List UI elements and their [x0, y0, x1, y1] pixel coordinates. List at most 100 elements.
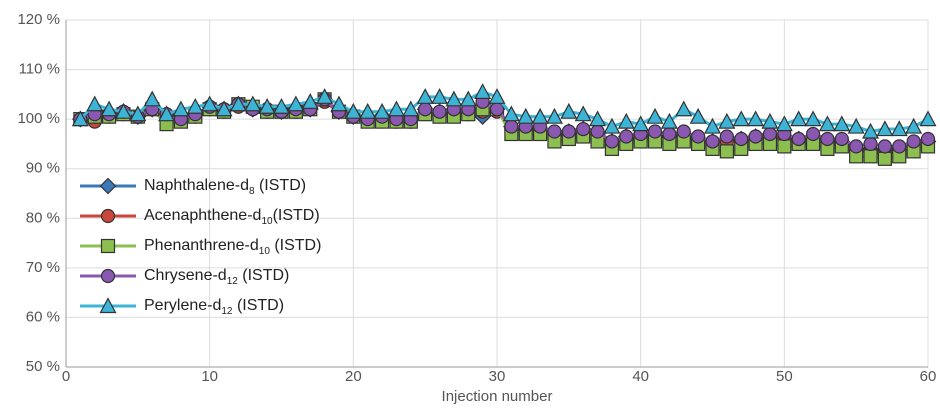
marker	[158, 105, 176, 122]
marker	[919, 110, 937, 127]
marker	[316, 88, 334, 104]
marker	[330, 95, 348, 112]
marker	[718, 112, 736, 129]
x-tick-label: 30	[489, 368, 506, 385]
marker	[790, 110, 808, 127]
marker	[186, 97, 204, 114]
marker	[660, 112, 678, 129]
marker	[561, 124, 576, 139]
marker	[833, 115, 851, 132]
x-tick-label: 0	[62, 368, 70, 385]
marker	[71, 110, 89, 127]
marker	[761, 112, 779, 129]
marker	[689, 107, 707, 124]
marker	[646, 107, 664, 124]
marker	[890, 120, 908, 137]
marker	[876, 120, 894, 137]
marker	[719, 144, 734, 159]
marker	[703, 117, 722, 134]
x-tick-label: 20	[345, 368, 362, 385]
marker	[172, 100, 190, 117]
legend-label: Perylene-d12 (ISTD)	[144, 297, 284, 316]
marker	[820, 131, 835, 147]
marker	[748, 129, 763, 144]
x-axis-label: Injection number	[442, 388, 553, 405]
marker	[431, 88, 449, 104]
marker	[576, 121, 591, 137]
marker	[301, 93, 319, 109]
marker	[619, 129, 634, 144]
marker	[344, 102, 362, 119]
marker	[834, 131, 849, 147]
marker	[86, 95, 104, 112]
marker	[545, 107, 563, 124]
marker	[432, 104, 447, 119]
marker	[244, 95, 262, 112]
marker	[892, 139, 907, 154]
marker	[804, 110, 822, 127]
marker	[589, 110, 607, 127]
marker	[847, 117, 865, 134]
y-tick-label: 50 %	[26, 358, 60, 375]
marker	[100, 100, 118, 117]
y-tick-label: 120 %	[17, 11, 60, 28]
marker	[877, 151, 893, 166]
legend-label: Chrysene-d12 (ISTD)	[144, 267, 289, 286]
marker	[445, 90, 463, 107]
marker	[387, 100, 405, 117]
x-tick-label: 10	[201, 368, 218, 385]
marker	[229, 95, 247, 112]
marker	[920, 131, 936, 147]
marker	[734, 131, 749, 147]
marker	[747, 110, 765, 127]
marker	[402, 100, 420, 117]
x-tick-label: 40	[632, 368, 649, 385]
marker	[849, 139, 864, 154]
marker	[502, 105, 520, 122]
marker	[603, 117, 621, 134]
marker	[100, 268, 116, 284]
marker	[359, 102, 377, 119]
marker	[100, 238, 116, 254]
marker	[547, 124, 562, 139]
y-tick-label: 60 %	[26, 308, 60, 325]
marker	[114, 102, 132, 119]
marker	[732, 110, 750, 127]
marker	[590, 124, 605, 139]
marker	[459, 90, 477, 107]
marker	[272, 97, 291, 114]
x-tick-label: 60	[920, 368, 937, 385]
marker	[99, 177, 117, 195]
marker	[905, 117, 923, 134]
marker	[775, 115, 793, 132]
marker	[143, 90, 161, 107]
marker	[791, 131, 806, 147]
marker	[129, 105, 147, 122]
marker	[418, 102, 433, 117]
marker	[504, 119, 519, 134]
marker	[488, 88, 506, 104]
marker	[604, 134, 620, 149]
marker	[877, 139, 893, 154]
marker	[777, 139, 792, 154]
marker	[201, 95, 219, 112]
marker	[99, 297, 117, 314]
marker	[862, 122, 880, 139]
y-tick-label: 70 %	[26, 259, 60, 276]
marker	[691, 129, 706, 144]
legend-label: Acenaphthene-d10(ISTD)	[144, 207, 320, 226]
x-tick-label: 50	[776, 368, 793, 385]
marker	[517, 107, 535, 124]
marker	[617, 112, 635, 129]
marker	[863, 149, 878, 164]
marker	[416, 88, 434, 104]
legend-label: Naphthalene-d8 (ISTD)	[144, 177, 306, 196]
marker	[531, 107, 549, 124]
marker	[373, 102, 391, 119]
marker	[906, 134, 921, 149]
marker	[762, 126, 778, 142]
y-tick-label: 90 %	[26, 160, 60, 177]
marker	[818, 115, 836, 132]
